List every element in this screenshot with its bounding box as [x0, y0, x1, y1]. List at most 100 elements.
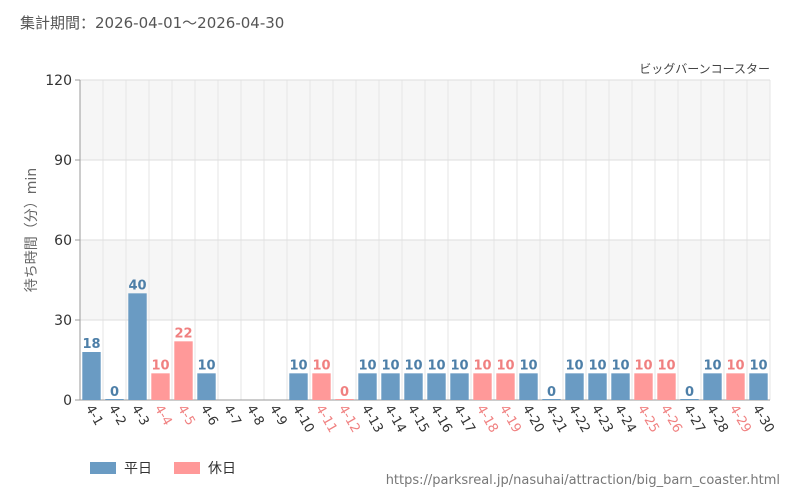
x-tick-label-4-28: 4-28	[703, 403, 731, 436]
legend-label-holiday: 休日	[208, 461, 236, 477]
x-tick-label-4-10: 4-10	[289, 403, 317, 436]
bar-4-19	[496, 373, 515, 400]
value-label-4-29: 10	[726, 358, 744, 373]
bar-4-29	[726, 373, 745, 400]
y-tick-label: 30	[54, 313, 72, 329]
x-tick-label-4-24: 4-24	[611, 403, 639, 436]
bar-4-2	[105, 399, 124, 400]
x-tick-label-4-17: 4-17	[450, 403, 478, 436]
x-tick-label-4-11: 4-11	[312, 403, 340, 436]
value-label-4-25: 10	[634, 358, 652, 373]
bar-4-16	[427, 373, 446, 400]
legend-swatch-weekday	[90, 462, 116, 474]
bar-4-28	[703, 373, 722, 400]
bar-4-11	[312, 373, 331, 400]
value-label-4-1: 18	[82, 337, 100, 352]
bar-4-14	[381, 373, 400, 400]
x-tick-label-4-22: 4-22	[565, 403, 593, 436]
value-label-4-22: 10	[565, 358, 583, 373]
bar-4-17	[450, 373, 469, 400]
x-tick-label-4-1: 4-1	[82, 403, 106, 429]
bar-4-13	[358, 373, 377, 400]
value-label-4-28: 10	[703, 358, 721, 373]
bar-4-30	[749, 373, 768, 400]
bar-4-15	[404, 373, 423, 400]
legend-item-weekday: 平日	[90, 458, 152, 478]
bar-4-12	[335, 399, 354, 400]
legend-item-holiday: 休日	[174, 458, 236, 478]
bar-4-1	[82, 352, 101, 400]
x-tick-label-4-20: 4-20	[519, 403, 547, 436]
legend-label-weekday: 平日	[124, 461, 152, 477]
source-url: https://parksreal.jp/nasuhai/attraction/…	[385, 473, 780, 488]
x-tick-label-4-7: 4-7	[220, 403, 244, 429]
bar-4-27	[680, 399, 699, 400]
value-label-4-13: 10	[358, 358, 376, 373]
x-tick-label-4-8: 4-8	[243, 403, 267, 429]
value-label-4-5: 22	[174, 326, 192, 341]
bar-4-26	[657, 373, 676, 400]
bar-4-3	[128, 293, 147, 400]
value-label-4-26: 10	[657, 358, 675, 373]
bar-4-25	[634, 373, 653, 400]
x-tick-label-4-12: 4-12	[335, 403, 363, 436]
x-tick-label-4-15: 4-15	[404, 403, 432, 436]
value-label-4-3: 40	[128, 278, 146, 293]
value-label-4-18: 10	[473, 358, 491, 373]
value-label-4-10: 10	[289, 358, 307, 373]
legend: 平日 休日	[90, 458, 258, 478]
attraction-name: ビッグバーンコースター	[639, 62, 770, 76]
value-label-4-2: 0	[110, 385, 119, 400]
y-tick-label: 0	[63, 393, 72, 409]
x-tick-label-4-6: 4-6	[197, 403, 221, 429]
value-label-4-17: 10	[450, 358, 468, 373]
x-tick-label-4-19: 4-19	[496, 403, 524, 436]
x-tick-label-4-4: 4-4	[151, 403, 175, 429]
value-label-4-27: 0	[685, 385, 694, 400]
x-tick-label-4-25: 4-25	[634, 403, 662, 436]
y-tick-label: 60	[54, 233, 72, 249]
bar-4-21	[542, 399, 561, 400]
bar-4-18	[473, 373, 492, 400]
bar-4-22	[565, 373, 584, 400]
x-tick-label-4-29: 4-29	[726, 403, 754, 436]
value-label-4-30: 10	[749, 358, 767, 373]
bar-4-24	[611, 373, 630, 400]
x-tick-label-4-16: 4-16	[427, 403, 455, 436]
y-tick-label: 120	[45, 73, 72, 89]
y-axis-label: 待ち時間（分）min	[24, 168, 40, 292]
bar-4-6	[197, 373, 216, 400]
x-tick-label-4-14: 4-14	[381, 403, 409, 436]
x-tick-label-4-21: 4-21	[542, 403, 570, 436]
x-tick-label-4-30: 4-30	[749, 403, 777, 436]
value-label-4-19: 10	[496, 358, 514, 373]
x-tick-label-4-18: 4-18	[473, 403, 501, 436]
x-tick-label-4-23: 4-23	[588, 403, 616, 436]
value-label-4-12: 0	[340, 385, 349, 400]
bar-4-20	[519, 373, 538, 400]
x-tick-label-4-26: 4-26	[657, 403, 685, 436]
value-label-4-20: 10	[519, 358, 537, 373]
value-label-4-14: 10	[381, 358, 399, 373]
value-label-4-6: 10	[197, 358, 215, 373]
x-tick-label-4-13: 4-13	[358, 403, 386, 436]
value-label-4-16: 10	[427, 358, 445, 373]
bar-4-4	[151, 373, 170, 400]
value-label-4-4: 10	[151, 358, 169, 373]
period-label: 集計期間：2026-04-01～2026-04-30	[20, 14, 285, 32]
bar-4-10	[289, 373, 308, 400]
value-label-4-21: 0	[547, 385, 556, 400]
bar-4-5	[174, 341, 193, 400]
value-label-4-11: 10	[312, 358, 330, 373]
legend-swatch-holiday	[174, 462, 200, 474]
x-tick-label-4-9: 4-9	[266, 403, 290, 429]
x-tick-label-4-3: 4-3	[128, 403, 152, 429]
value-label-4-15: 10	[404, 358, 422, 373]
value-label-4-24: 10	[611, 358, 629, 373]
x-tick-label-4-5: 4-5	[174, 403, 198, 429]
value-label-4-23: 10	[588, 358, 606, 373]
x-tick-label-4-27: 4-27	[680, 403, 708, 436]
bar-4-23	[588, 373, 607, 400]
x-tick-label-4-2: 4-2	[105, 403, 129, 429]
